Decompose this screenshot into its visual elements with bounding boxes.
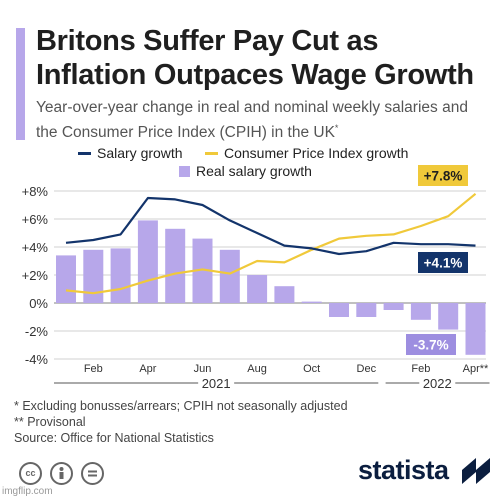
footnote-2: ** Provisonal [14,415,86,429]
statista-mark-icon [462,458,490,484]
subtitle-footnote-mark: * [334,123,339,133]
bar-real-salary [383,303,404,310]
bar-real-salary [165,228,186,303]
bar-real-salary [219,249,240,303]
year-label-bg [198,375,235,391]
line-cpih [65,192,477,295]
y-tick-label: -2% [25,324,49,339]
x-tick-label: Apr** [463,363,489,375]
bar-real-salary [301,301,322,303]
bar-real-salary [247,275,268,303]
attribution-icon [50,462,73,485]
bar-real-salary [274,286,295,303]
bar-real-salary [137,220,158,303]
x-tick-label: Jun [194,363,212,375]
no-derivatives-icon [81,462,104,485]
y-tick-label: +4% [22,240,49,255]
callout-real-label: -3.7% [413,338,448,353]
y-tick-label: +2% [22,268,49,283]
legend-swatch-salary [78,151,91,155]
bar-real-salary [465,303,486,355]
callout-salary-label: +4.1% [424,256,463,271]
line-salary [65,196,476,256]
legend-label-real: Real salary growth [196,163,312,179]
footnote-1: * Excluding bonusses/arrears; CPIH not s… [14,399,348,413]
y-tick-label: -4% [25,352,49,367]
year-label: 2022 [423,376,452,391]
x-tick-label: Oct [303,363,320,375]
x-tick-label: Aug [247,363,267,375]
bar-real-salary [356,303,377,317]
chart-title: Britons Suffer Pay Cut as Inflation Outp… [36,25,474,91]
watermark: imgflip.com [2,486,53,497]
source-note: Source: Office for National Statistics [14,431,214,445]
callout-real-box [406,334,456,355]
subtitle-text: Year-over-year change in real and nomina… [36,99,468,142]
creative-commons-icon: cc [19,462,42,485]
callout-cpih-box [418,165,468,186]
legend-label-salary: Salary growth [97,145,183,161]
bar-real-salary [410,303,431,320]
footnotes: * Excluding bonusses/arrears; CPIH not s… [14,398,348,446]
legend-item-real: Real salary growth [179,163,312,179]
x-tick-label: Feb [84,363,103,375]
bar-real-salary [329,303,349,317]
bar-real-salary [56,255,76,303]
bar-real-salary [83,249,104,303]
chart-plot: +8% +6% +4% +2% 0% -2% -4% Feb Apr Jun Aug Oct Dec Fe… [22,165,490,391]
year-label: 2021 [202,376,231,391]
legend-label-cpih: Consumer Price Index growth [224,145,409,161]
accent-bar [16,28,25,140]
callout-salary-box [418,252,468,273]
bar-real-salary [438,303,459,330]
legend-swatch-real [179,165,190,177]
x-tick-label: Apr [139,363,156,375]
legend-swatch-cpih [205,151,218,155]
y-tick-label: +6% [22,212,49,227]
y-tick-label: +8% [22,184,49,199]
bar-real-salary [192,238,213,303]
callout-cpih-label: +7.8% [424,169,463,184]
y-tick-label: 0% [29,296,48,311]
legend-item-cpih: Consumer Price Index growth [205,145,408,161]
chart-subtitle: Year-over-year change in real and nomina… [36,98,486,143]
year-label-bg [419,375,456,391]
legend-item-salary: Salary growth [78,145,183,161]
statista-logo[interactable]: statista [358,455,449,485]
x-tick-label: Feb [411,363,430,375]
x-tick-label: Dec [357,363,377,375]
bar-real-salary [110,248,131,303]
